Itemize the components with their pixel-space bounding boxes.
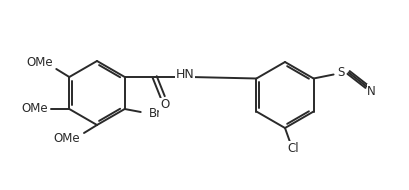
Text: Br: Br <box>148 108 162 120</box>
Text: Cl: Cl <box>286 142 298 154</box>
Text: HN: HN <box>175 69 193 82</box>
Text: OMe: OMe <box>54 132 80 146</box>
Text: N: N <box>366 85 375 98</box>
Text: OMe: OMe <box>26 56 52 70</box>
Text: O: O <box>160 98 169 112</box>
Text: S: S <box>336 66 344 79</box>
Text: OMe: OMe <box>21 102 47 116</box>
